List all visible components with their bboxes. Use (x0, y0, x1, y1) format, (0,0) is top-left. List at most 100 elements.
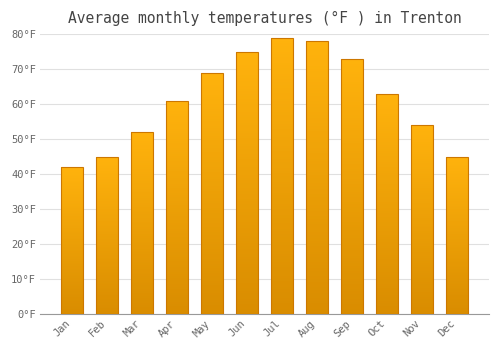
Bar (306, 49, 328, 52)
Bar (306, 216, 328, 219)
Bar (60, 188, 84, 189)
Bar (270, 118, 293, 121)
Bar (200, 80, 224, 82)
Bar (200, 309, 224, 312)
Bar (410, 216, 434, 218)
Bar (60, 312, 84, 313)
Bar (130, 209, 154, 211)
Bar (166, 216, 188, 218)
Bar (166, 128, 188, 131)
Bar (340, 100, 363, 102)
Bar (130, 167, 154, 169)
Bar (60, 182, 84, 183)
Bar (236, 207, 258, 209)
Bar (236, 107, 258, 110)
Bar (166, 139, 188, 141)
Bar (410, 169, 434, 171)
Bar (130, 300, 154, 302)
Bar (200, 135, 224, 138)
Bar (376, 222, 398, 224)
Bar (410, 258, 434, 260)
Bar (306, 63, 328, 66)
Bar (340, 230, 363, 233)
Bar (130, 194, 154, 196)
Bar (410, 252, 434, 254)
Bar (340, 79, 363, 82)
Bar (340, 302, 363, 304)
Bar (200, 298, 224, 300)
Bar (130, 220, 154, 222)
Bar (60, 185, 84, 187)
Bar (306, 211, 328, 214)
Bar (166, 282, 188, 285)
Bar (340, 148, 363, 151)
Bar (200, 264, 224, 266)
Bar (60, 199, 84, 201)
Bar (200, 239, 224, 242)
Bar (340, 199, 363, 202)
Bar (166, 114, 188, 116)
Bar (446, 159, 468, 160)
Bar (376, 275, 398, 277)
Bar (200, 172, 224, 174)
Bar (410, 228, 434, 229)
Bar (96, 162, 118, 163)
Bar (270, 190, 293, 192)
Bar (166, 297, 188, 300)
Bar (236, 191, 258, 194)
Bar (200, 261, 224, 264)
Bar (166, 105, 188, 107)
Bar (410, 173, 434, 174)
Bar (376, 241, 398, 244)
Bar (376, 184, 398, 187)
Bar (96, 281, 118, 283)
Bar (446, 226, 468, 228)
Bar (236, 115, 258, 117)
Bar (410, 282, 434, 284)
Bar (96, 250, 118, 251)
Bar (376, 237, 398, 239)
Bar (340, 161, 363, 163)
Bar (376, 191, 398, 193)
Bar (446, 291, 468, 292)
Bar (130, 132, 154, 314)
Bar (236, 122, 258, 125)
Bar (340, 105, 363, 107)
Bar (376, 233, 398, 235)
Bar (306, 150, 328, 153)
Bar (130, 141, 154, 143)
Bar (306, 134, 328, 137)
Bar (60, 191, 84, 192)
Bar (446, 182, 468, 184)
Bar (236, 265, 258, 267)
Bar (60, 242, 84, 244)
Bar (200, 138, 224, 140)
Bar (166, 135, 188, 137)
Bar (270, 243, 293, 245)
Bar (200, 164, 224, 167)
Bar (60, 270, 84, 272)
Bar (236, 196, 258, 199)
Bar (96, 251, 118, 253)
Bar (376, 281, 398, 284)
Bar (410, 269, 434, 271)
Bar (236, 202, 258, 204)
Bar (376, 295, 398, 297)
Bar (200, 234, 224, 237)
Bar (200, 121, 224, 124)
Bar (270, 82, 293, 85)
Bar (446, 285, 468, 286)
Bar (410, 206, 434, 209)
Bar (376, 182, 398, 184)
Bar (340, 273, 363, 276)
Bar (410, 222, 434, 224)
Bar (410, 254, 434, 256)
Bar (340, 292, 363, 294)
Bar (340, 107, 363, 110)
Bar (306, 279, 328, 282)
Bar (60, 313, 84, 314)
Bar (166, 137, 188, 139)
Bar (166, 242, 188, 244)
Bar (130, 134, 154, 136)
Bar (340, 268, 363, 271)
